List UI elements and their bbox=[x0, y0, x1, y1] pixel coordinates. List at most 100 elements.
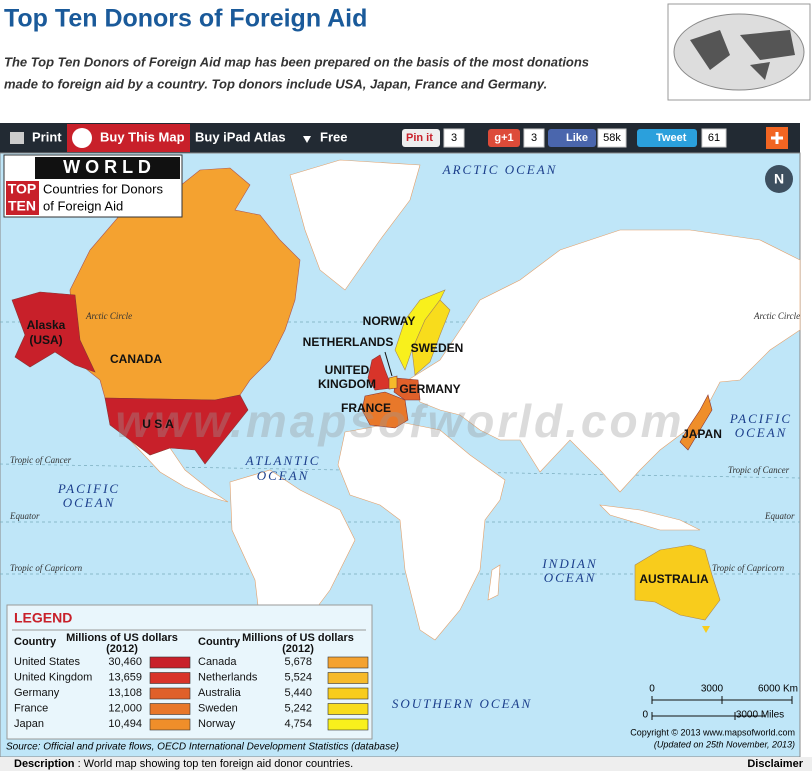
sweden bbox=[411, 299, 451, 376]
alaska bbox=[11, 291, 96, 373]
legend-country: Netherlands bbox=[198, 671, 258, 683]
buy-map[interactable]: Buy This Map bbox=[100, 129, 185, 144]
line-label: Arctic Circle bbox=[85, 311, 132, 321]
footer-desc: : World map showing top ten foreign aid … bbox=[75, 758, 354, 770]
line-label: Tropic of Cancer bbox=[728, 465, 790, 475]
free[interactable]: Free bbox=[320, 129, 347, 144]
legend-swatch bbox=[149, 687, 191, 700]
legend-swatch bbox=[149, 703, 191, 715]
copyright: Copyright © 2013 www.mapsofworld.com bbox=[630, 727, 795, 737]
pointer bbox=[384, 351, 393, 377]
country-label: NETHERLANDS bbox=[303, 335, 394, 349]
legend-value: 5,440 bbox=[284, 687, 312, 699]
badge-subtitle: of Foreign Aid bbox=[43, 198, 123, 213]
title: Top Ten Donors of Foreign Aid bbox=[4, 5, 367, 33]
watermark: www.mapsofworld.com bbox=[115, 395, 684, 447]
disclaimer[interactable]: Disclaimer bbox=[747, 758, 803, 770]
legend-country: Canada bbox=[198, 656, 237, 668]
country-label: SWEDEN bbox=[411, 341, 464, 355]
footer-text: Description : World map showing top ten … bbox=[14, 758, 353, 770]
country-label: (USA) bbox=[29, 333, 62, 347]
indonesia bbox=[599, 504, 701, 531]
count-box bbox=[701, 128, 727, 148]
country-label: FRANCE bbox=[341, 401, 391, 415]
legend-country: France bbox=[14, 702, 48, 714]
scale-bar bbox=[651, 696, 793, 720]
country-label: CANADA bbox=[110, 352, 162, 366]
thumbnail[interactable] bbox=[667, 3, 811, 101]
tweet[interactable]: Tweet bbox=[656, 132, 687, 144]
badge-top: TOP bbox=[8, 181, 37, 197]
usa bbox=[104, 394, 249, 465]
source: Source: Official and private flows, OECD… bbox=[6, 742, 399, 753]
country-label: AUSTRALIA bbox=[639, 572, 709, 586]
country-label: JAPAN bbox=[682, 427, 722, 441]
legend-swatch bbox=[327, 656, 369, 669]
pinit-button[interactable] bbox=[402, 129, 440, 147]
ocean-label: ARCTIC OCEAN bbox=[442, 162, 558, 177]
legend-title: LEGEND bbox=[14, 610, 72, 626]
legend: LEGEND Country Millions of US dollars (2… bbox=[6, 604, 373, 740]
legend-swatch bbox=[149, 656, 191, 669]
tweet-button[interactable] bbox=[637, 129, 697, 147]
legend-header: Country bbox=[14, 636, 57, 648]
print[interactable]: Print bbox=[32, 129, 62, 144]
ocean-label: OCEAN bbox=[257, 468, 310, 483]
country-label: Alaska bbox=[27, 318, 66, 332]
buy-ipad[interactable]: Buy iPad Atlas bbox=[195, 129, 286, 144]
download-icon bbox=[303, 136, 311, 143]
thumb-land bbox=[690, 30, 795, 80]
badge-world: W O R L D bbox=[63, 157, 151, 177]
gplus[interactable]: g+1 bbox=[494, 132, 513, 144]
count-box bbox=[443, 128, 465, 148]
legend-country: Norway bbox=[198, 718, 236, 730]
scale-km: 3000 bbox=[701, 684, 724, 695]
pinit[interactable]: Pin it bbox=[406, 132, 433, 144]
ocean-label: OCEAN bbox=[735, 425, 788, 440]
legend-value: 13,108 bbox=[108, 687, 142, 699]
legend-value: 5,524 bbox=[284, 671, 312, 683]
australia bbox=[634, 544, 721, 621]
ocean-label: PACIFIC bbox=[57, 481, 120, 496]
legend-swatch bbox=[327, 672, 369, 684]
gplus-count: 3 bbox=[531, 132, 537, 144]
ocean-label: OCEAN bbox=[544, 570, 597, 585]
gplus-button[interactable] bbox=[488, 129, 520, 147]
legend-swatch bbox=[327, 687, 369, 700]
greenland bbox=[289, 159, 421, 291]
ocean-label: SOUTHERN OCEAN bbox=[392, 696, 532, 711]
scale-miles: 0 bbox=[642, 710, 648, 721]
like[interactable]: Like bbox=[566, 132, 588, 144]
cart-icon bbox=[72, 128, 92, 148]
madagascar bbox=[487, 564, 501, 601]
count-box bbox=[523, 128, 545, 148]
compass bbox=[765, 165, 793, 193]
scale-km: 0 bbox=[649, 684, 655, 695]
legend-value: 10,494 bbox=[108, 718, 142, 730]
country-label: GERMANY bbox=[399, 382, 460, 396]
like-button[interactable] bbox=[548, 129, 596, 147]
country-label: KINGDOM bbox=[318, 377, 376, 391]
legend-header: Country bbox=[198, 636, 241, 648]
legend-header: (2012) bbox=[106, 643, 138, 655]
country-label: U S A bbox=[142, 417, 174, 431]
legend-country: United Kingdom bbox=[14, 671, 92, 683]
japan bbox=[679, 394, 713, 451]
legend-swatch bbox=[327, 703, 369, 715]
legend-swatch bbox=[327, 718, 369, 731]
badge-red bbox=[6, 181, 39, 215]
country-label: UNITED bbox=[325, 363, 370, 377]
legend-country: Germany bbox=[14, 687, 60, 699]
country-label: NORWAY bbox=[363, 314, 416, 328]
ocean-label: INDIAN bbox=[541, 556, 597, 571]
legend-value: 4,754 bbox=[284, 718, 312, 730]
scale-km: 6000 Km bbox=[758, 684, 798, 695]
compass-n: N bbox=[774, 171, 784, 187]
legend-value: 5,242 bbox=[284, 702, 312, 714]
legend-country: Japan bbox=[14, 718, 44, 730]
legend-country: Australia bbox=[198, 687, 242, 699]
line-label: Equator bbox=[764, 511, 795, 521]
legend-value: 5,678 bbox=[284, 656, 312, 668]
legend-header: Millions of US dollars bbox=[242, 632, 354, 644]
